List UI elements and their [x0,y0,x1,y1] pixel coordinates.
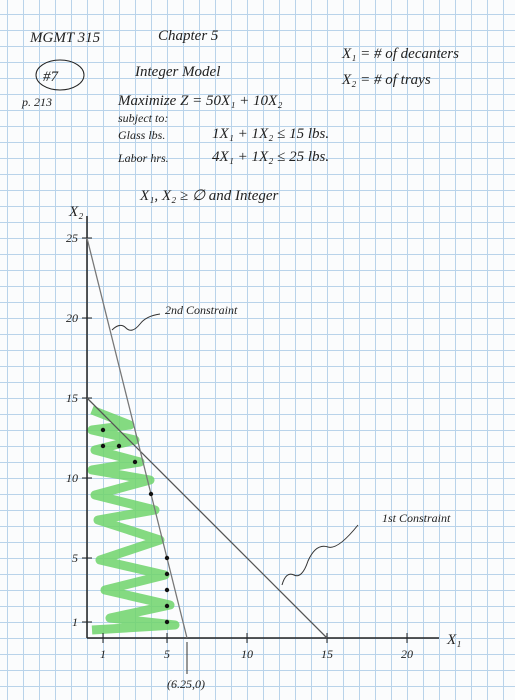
integer-point [164,571,170,577]
leader [281,524,359,586]
problem: #7 [43,69,60,85]
annotation: 2nd Constraint [165,303,238,317]
chapter: Chapter 5 [158,28,219,44]
integer-point [164,555,170,561]
y-tick-label: 10 [66,471,78,485]
annotation: (6.25,0) [167,677,205,691]
x-tick-label: 1 [100,647,106,661]
integer-point [132,459,138,465]
integer-point [164,587,170,593]
constraint-name: Glass lbs. [118,128,165,142]
objective: Maximize Z = 50X₁ + 10X₂ [117,93,282,109]
x-tick-label: 10 [241,647,253,661]
feasible-shading [87,405,180,635]
model: Integer Model [134,64,220,80]
axis-label: X₂ [68,204,83,220]
variable: X₂ = # of trays [341,72,431,88]
subject-to: subject to: [118,111,168,125]
x-tick-label: 15 [321,647,333,661]
constraint: 4X₁ + 1X₂ ≤ 25 lbs. [212,149,329,165]
circle [35,59,85,91]
leader [111,313,161,331]
integer-point [164,619,170,625]
y-tick-label: 25 [66,231,78,245]
annotation: 1st Constraint [382,511,451,525]
constraint: 1X₁ + 1X₂ ≤ 15 lbs. [212,126,329,142]
variable: X₁ = # of decanters [341,46,459,62]
nonnegativity: X₁, X₂ ≥ ∅ and Integer [139,188,279,204]
x-tick-label: 20 [401,647,413,661]
x-tick-label: 5 [164,647,170,661]
integer-point [100,427,106,433]
integer-point [116,443,122,449]
y-tick-label: 15 [66,391,78,405]
constraint-line [86,397,328,639]
integer-point [148,491,154,497]
y-tick-label: 20 [66,311,78,325]
integer-point [100,443,106,449]
axis-label: X₁ [446,632,461,648]
page-ref: p. 213 [21,95,52,109]
y-tick-label: 1 [72,615,78,629]
constraint-line [86,237,188,639]
integer-point [164,603,170,609]
course: MGMT 315 [29,30,101,46]
y-tick-label: 5 [72,551,78,565]
constraint-name: Labor hrs. [117,151,169,165]
